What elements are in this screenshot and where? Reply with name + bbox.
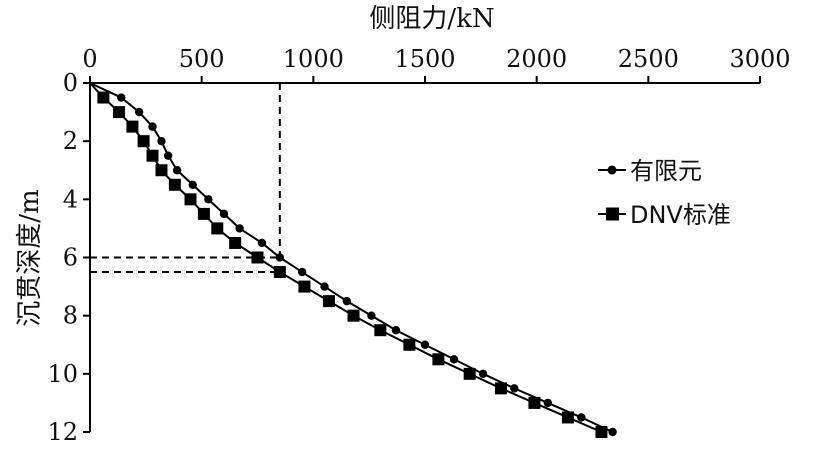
data-point-fem	[148, 122, 157, 131]
data-point-fem	[367, 311, 376, 320]
data-point-fem	[172, 166, 182, 175]
x-tick-label: 2500	[618, 45, 679, 73]
legend-marker-circle	[607, 165, 617, 175]
data-point-fem	[163, 151, 173, 160]
data-point-dnv	[494, 382, 507, 395]
data-point-dnv	[432, 353, 445, 366]
reference-lines	[90, 83, 281, 274]
data-point-fem	[275, 253, 285, 262]
data-point-dnv	[347, 309, 360, 322]
y-tick-label: 2	[63, 127, 78, 155]
data-point-fem	[608, 427, 617, 437]
data-point-fem	[188, 180, 197, 189]
legend-item-dnv: DNV标准	[598, 201, 731, 229]
x-tick-label: 3000	[729, 45, 790, 73]
data-point-fem	[204, 195, 213, 204]
data-point-fem	[510, 384, 519, 393]
x-axis-title: 侧阻力/kN	[369, 4, 494, 34]
data-point-dnv	[229, 236, 242, 249]
data-point-dnv	[168, 178, 181, 191]
x-tick-label: 500	[179, 45, 225, 73]
data-point-dnv	[251, 251, 264, 264]
data-point-dnv	[184, 193, 197, 206]
x-tick-label: 0	[82, 45, 97, 73]
data-point-fem	[577, 413, 586, 422]
y-tick-label: 8	[63, 302, 78, 330]
data-point-dnv	[126, 120, 139, 133]
y-tick-label: 12	[47, 418, 78, 446]
plot-area	[89, 82, 617, 438]
legend: 有限元 DNV标准	[598, 157, 731, 229]
data-point-dnv	[595, 426, 608, 438]
data-point-dnv	[374, 324, 387, 337]
data-point-fem	[219, 209, 229, 219]
data-point-dnv	[155, 164, 168, 177]
data-point-fem	[391, 326, 401, 335]
x-tick-label: 2000	[506, 45, 567, 73]
data-point-dnv	[137, 135, 150, 148]
x-tick-label: 1500	[394, 45, 455, 73]
data-point-fem	[297, 267, 307, 277]
data-point-dnv	[146, 149, 159, 162]
data-point-dnv	[403, 338, 416, 351]
data-point-fem	[543, 398, 553, 408]
data-point-dnv	[322, 295, 335, 308]
data-point-dnv	[298, 280, 311, 293]
data-point-dnv	[211, 222, 224, 235]
data-point-dnv	[273, 266, 286, 279]
y-tick-label: 4	[63, 185, 78, 213]
y-tick-label: 6	[63, 244, 78, 272]
y-tick-label: 10	[47, 360, 78, 388]
data-point-fem	[257, 238, 267, 248]
data-point-fem	[478, 369, 488, 379]
legend-marker-square	[606, 207, 619, 221]
data-point-fem	[134, 107, 144, 117]
data-point-fem	[320, 282, 329, 291]
data-point-fem	[420, 340, 430, 349]
data-point-fem	[449, 355, 459, 364]
data-point-dnv	[463, 367, 476, 380]
data-point-fem	[117, 93, 126, 102]
y-axis-title: 沉贯深度/m	[15, 189, 45, 326]
legend-item-fem: 有限元	[598, 157, 702, 185]
data-point-dnv	[113, 106, 126, 119]
x-tick-label: 1000	[283, 45, 344, 73]
data-point-fem	[157, 136, 166, 146]
data-point-dnv	[97, 91, 110, 104]
data-point-dnv	[528, 396, 541, 409]
data-point-fem	[235, 224, 244, 233]
legend-label: 有限元	[630, 157, 702, 185]
legend-label: DNV标准	[630, 201, 731, 229]
y-tick-label: 0	[63, 69, 78, 97]
data-point-fem	[342, 296, 352, 306]
data-point-dnv	[197, 207, 210, 220]
data-point-dnv	[561, 411, 574, 424]
axes: 0 500 1000 1500 2000 2500 3000 0 2 4 6 8 10 12	[47, 45, 790, 446]
